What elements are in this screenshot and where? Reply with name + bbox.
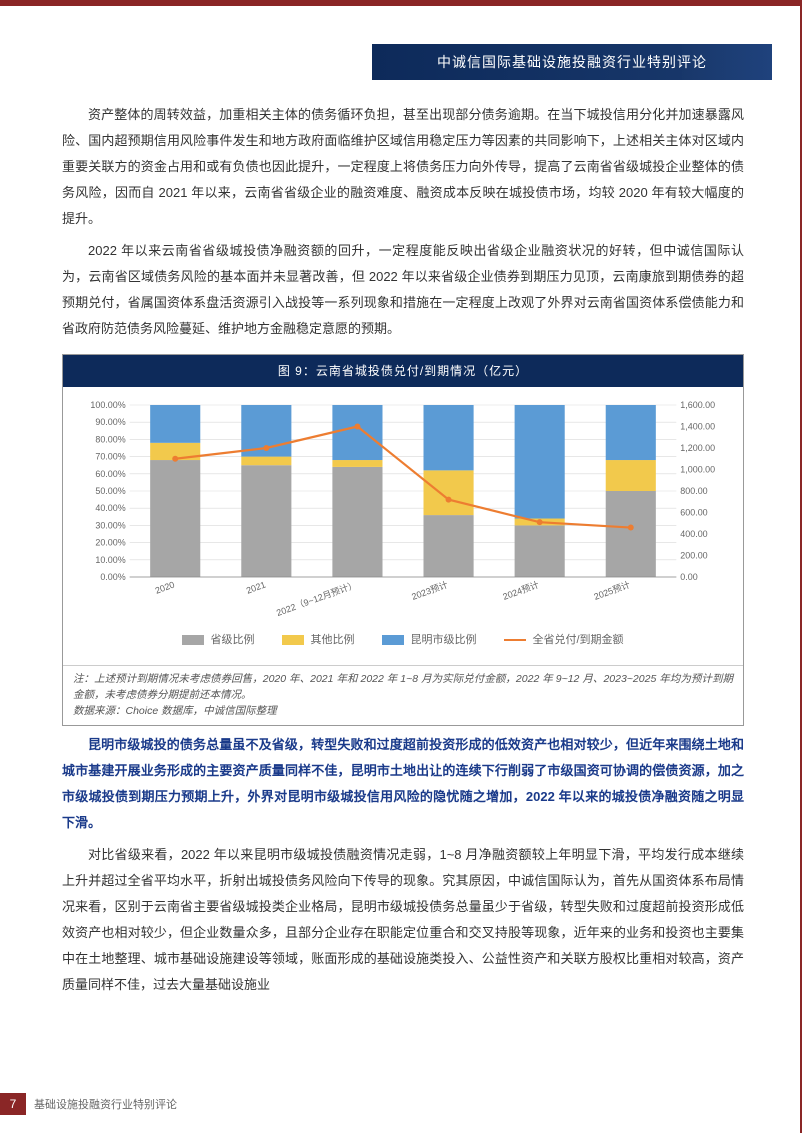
paragraph-2: 2022 年以来云南省省级城投债净融资额的回升，一定程度能反映出省级企业融资状况… <box>62 238 744 342</box>
svg-text:800.00: 800.00 <box>680 486 707 496</box>
header-title: 中诚信国际基础设施投融资行业特别评论 <box>437 52 707 72</box>
legend-province: 省级比例 <box>182 629 254 651</box>
svg-text:600.00: 600.00 <box>680 507 707 517</box>
legend-swatch-province <box>182 635 204 645</box>
page-number: 7 <box>0 1093 26 1115</box>
paragraph-1: 资产整体的周转效益，加重相关主体的债务循环负担，甚至出现部分债务逾期。在当下城投… <box>62 102 744 232</box>
chart-title: 图 9：云南省城投债兑付/到期情况（亿元） <box>63 355 743 387</box>
svg-text:40.00%: 40.00% <box>95 503 125 513</box>
legend-label-province: 省级比例 <box>210 629 254 651</box>
legend-other: 其他比例 <box>282 629 354 651</box>
svg-text:1,200.00: 1,200.00 <box>680 443 715 453</box>
svg-text:90.00%: 90.00% <box>95 417 125 427</box>
svg-text:2023预计: 2023预计 <box>410 579 449 602</box>
chart-note-1: 注：上述预计到期情况未考虑债券回售，2020 年、2021 年和 2022 年 … <box>73 672 733 704</box>
svg-text:20.00%: 20.00% <box>95 538 125 548</box>
svg-text:400.00: 400.00 <box>680 529 707 539</box>
svg-text:0.00%: 0.00% <box>100 572 125 582</box>
svg-text:70.00%: 70.00% <box>95 452 125 462</box>
chart-note-2: 数据来源：Choice 数据库，中诚信国际整理 <box>73 704 733 720</box>
svg-text:1,600.00: 1,600.00 <box>680 400 715 410</box>
svg-text:2022（9~12月预计）: 2022（9~12月预计） <box>275 579 358 619</box>
svg-text:60.00%: 60.00% <box>95 469 125 479</box>
svg-text:2020: 2020 <box>154 579 176 595</box>
legend-swatch-kunming <box>382 635 404 645</box>
legend-label-line: 全省兑付/到期金额 <box>532 629 623 651</box>
svg-text:2021: 2021 <box>245 579 267 595</box>
legend-swatch-other <box>282 635 304 645</box>
svg-text:2025预计: 2025预计 <box>592 579 631 602</box>
svg-text:30.00%: 30.00% <box>95 520 125 530</box>
legend-swatch-line <box>504 639 526 641</box>
svg-text:1,000.00: 1,000.00 <box>680 464 715 474</box>
legend-kunming: 昆明市级比例 <box>382 629 476 651</box>
paragraph-3-highlight: 昆明市级城投的债务总量虽不及省级，转型失败和过度超前投资形成的低效资产也相对较少… <box>62 732 744 836</box>
chart-legend: 省级比例 其他比例 昆明市级比例 全省兑付/到期金额 <box>75 625 731 659</box>
legend-label-other: 其他比例 <box>310 629 354 651</box>
header-banner: 中诚信国际基础设施投融资行业特别评论 <box>372 44 772 80</box>
chart-footnote: 注：上述预计到期情况未考虑债券回售，2020 年、2021 年和 2022 年 … <box>63 665 743 725</box>
chart-plot-area: 0.00% 10.00% 20.00% 30.00% 40.00% 50.00% 60.00… <box>63 387 743 665</box>
legend-line: 全省兑付/到期金额 <box>504 629 623 651</box>
chart-svg: 0.00% 10.00% 20.00% 30.00% 40.00% 50.00% 60.00… <box>75 395 731 625</box>
paragraph-4: 对比省级来看，2022 年以来昆明市级城投债融资情况走弱，1~8 月净融资额较上… <box>62 842 744 998</box>
svg-text:50.00%: 50.00% <box>95 486 125 496</box>
svg-text:200.00: 200.00 <box>680 550 707 560</box>
footer-label: 基础设施投融资行业特别评论 <box>34 1096 177 1112</box>
body-content: 资产整体的周转效益，加重相关主体的债务循环负担，甚至出现部分债务逾期。在当下城投… <box>62 102 744 1004</box>
page-footer: 7 基础设施投融资行业特别评论 <box>0 1093 177 1115</box>
svg-text:80.00%: 80.00% <box>95 434 125 444</box>
svg-text:10.00%: 10.00% <box>95 555 125 565</box>
svg-text:1,400.00: 1,400.00 <box>680 421 715 431</box>
svg-text:2024预计: 2024预计 <box>501 579 540 602</box>
svg-text:0.00: 0.00 <box>680 572 697 582</box>
chart-figure-9: 图 9：云南省城投债兑付/到期情况（亿元） 0.00% 10.00% 20.00% 3… <box>62 354 744 726</box>
legend-label-kunming: 昆明市级比例 <box>410 629 476 651</box>
svg-text:100.00%: 100.00% <box>90 400 125 410</box>
